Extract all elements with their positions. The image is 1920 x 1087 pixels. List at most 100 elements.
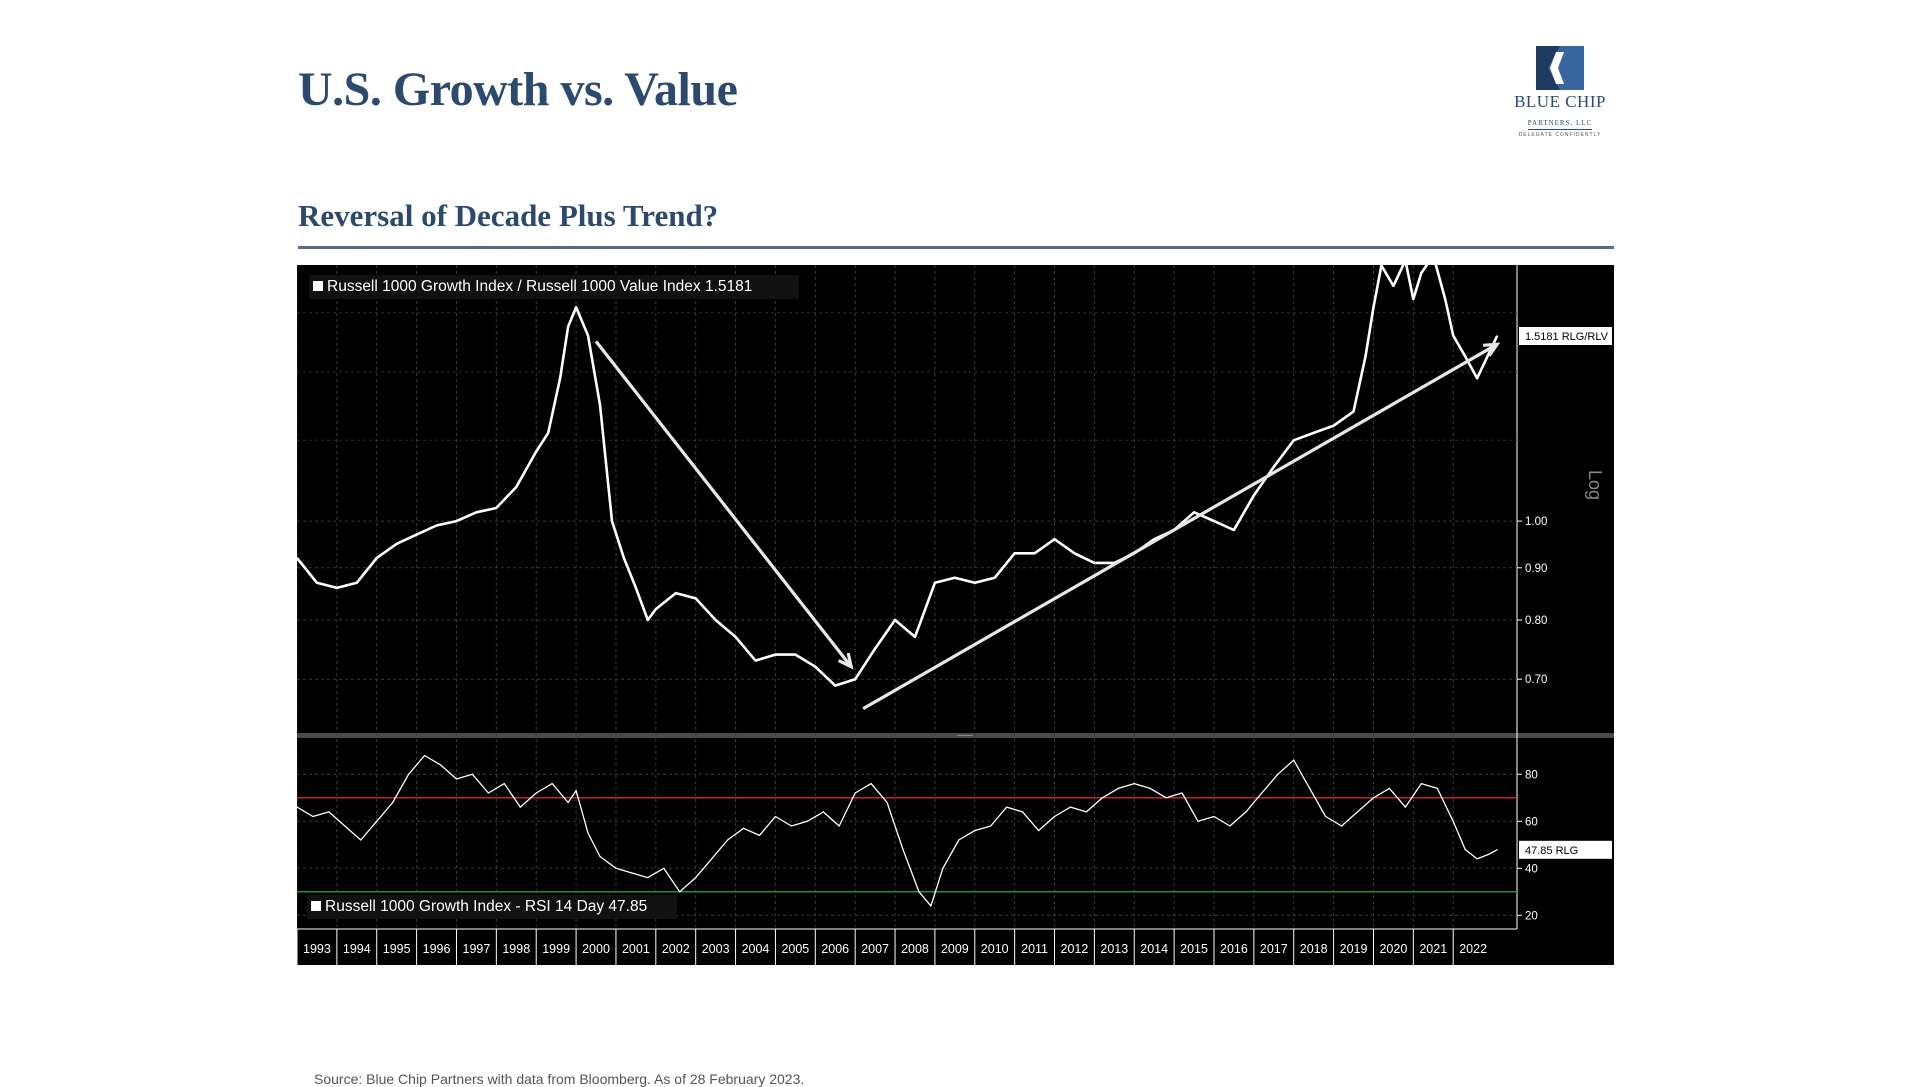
y-tick-label: 40: [1525, 863, 1538, 875]
x-tick-label: 1998: [502, 942, 530, 956]
ratio-data-point: [1364, 355, 1367, 358]
rsi-data-point: [535, 792, 537, 794]
legend-swatch: [313, 281, 323, 291]
rsi-data-point: [679, 891, 681, 893]
rsi-data-point: [790, 825, 792, 827]
x-tick-label: 1999: [542, 942, 570, 956]
ratio-data-point: [874, 647, 876, 650]
ratio-data-point: [714, 619, 717, 621]
logo-sub: PARTNERS, LLC: [1527, 119, 1593, 130]
rsi-data-point: [1069, 806, 1072, 808]
rsi-data-point: [587, 832, 589, 834]
rsi-data-point: [1053, 815, 1056, 818]
y-tick-label: 20: [1525, 910, 1538, 922]
ratio-data-point: [559, 377, 561, 380]
blue-chip-logo-icon: [1536, 46, 1584, 90]
x-tick-label: 2009: [941, 942, 969, 956]
rsi-data-point: [344, 825, 346, 827]
trend-arrow-head-1: [837, 652, 854, 670]
ratio-data-point: [954, 576, 956, 579]
ratio-data-point: [356, 582, 358, 584]
last-value-label-main: 1.5181 RLG/RLV: [1525, 331, 1609, 343]
ratio-data-point: [894, 619, 896, 621]
ratio-data-point: [587, 334, 589, 337]
rsi-data-point: [1133, 783, 1135, 785]
ratio-data-point: [674, 592, 677, 594]
ratio-data-point: [336, 587, 338, 589]
growth-vs-value-chart: 1993 1994 1995 1996 1997 1998 1999 2000 2001 2002…: [295, 254, 1614, 965]
ratio-data-point: [1452, 334, 1455, 337]
main-legend-label: Russell 1000 Growth Index / Russell 1000…: [327, 278, 752, 295]
ratio-data-point: [535, 450, 538, 453]
rsi-data-point: [663, 867, 665, 869]
x-tick-label: 1997: [463, 942, 491, 956]
trend-arrow-head-2: [1482, 342, 1501, 357]
ratio-data-point: [1412, 298, 1415, 300]
ratio-data-point: [694, 597, 697, 600]
ratio-data-point: [854, 678, 856, 680]
rsi-data-point: [822, 811, 824, 813]
rsi-data-point: [599, 855, 601, 858]
ratio-data-point: [316, 582, 318, 584]
rsi-data-point: [1229, 825, 1231, 827]
rsi-data-point: [575, 790, 577, 792]
ratio-data-point: [934, 582, 936, 584]
rsi-data-point: [902, 848, 904, 851]
rsi-data-point: [854, 792, 856, 794]
rsi-data-point: [886, 801, 888, 804]
ratio-data-point: [814, 665, 817, 668]
ratio-data-point: [575, 306, 577, 309]
ratio-data-point: [1312, 432, 1315, 434]
x-tick-label: 2017: [1260, 942, 1288, 956]
rsi-data-point: [1404, 806, 1406, 808]
rsi-data-point: [1340, 825, 1343, 827]
page-title: U.S. Growth vs. Value: [298, 63, 738, 116]
rsi-data-point: [942, 867, 944, 869]
x-tick-label: 2013: [1100, 942, 1128, 956]
rsi-data-point: [1261, 792, 1263, 794]
ratio-data-point: [734, 636, 737, 638]
ratio-series-line: [295, 254, 1499, 687]
ratio-data-point: [395, 543, 398, 545]
ratio-data-point: [296, 557, 298, 559]
rsi-data-point: [695, 877, 697, 879]
rsi-data-point: [1309, 787, 1311, 789]
rsi-data-point: [1420, 783, 1422, 785]
rsi-data-point: [1325, 815, 1327, 818]
ratio-data-point: [1233, 529, 1235, 531]
x-axis-band: [297, 929, 1614, 965]
ratio-data-point: [1292, 439, 1295, 442]
rsi-data-point: [296, 806, 298, 808]
rsi-data-point: [806, 820, 808, 822]
source-note: Source: Blue Chip Partners with data fro…: [314, 1071, 805, 1087]
x-tick-label: 2002: [662, 942, 690, 956]
ratio-data-point: [973, 582, 976, 584]
x-tick-label: 1995: [383, 942, 411, 956]
rsi-data-point: [1101, 797, 1103, 799]
ratio-data-point: [794, 653, 797, 656]
ratio-data-point: [547, 432, 549, 434]
rsi-data-point: [360, 839, 362, 841]
rsi-data-point: [392, 801, 394, 804]
pane-divider: [297, 733, 1614, 738]
rsi-data-point: [918, 891, 920, 893]
ratio-data-point: [1332, 424, 1335, 427]
rsi-data-point: [1149, 787, 1151, 789]
ratio-data-point: [375, 557, 378, 559]
x-tick-label: 2018: [1300, 942, 1328, 956]
x-tick-label: 1996: [423, 942, 451, 956]
ratio-data-point: [1372, 306, 1375, 309]
rsi-data-point: [1496, 849, 1498, 851]
y-tick-label: 0.70: [1525, 674, 1547, 686]
ratio-data-point: [1253, 494, 1255, 497]
x-tick-label: 2019: [1340, 942, 1368, 956]
rsi-data-point: [1293, 759, 1295, 761]
legend-swatch: [311, 901, 321, 911]
ratio-data-point: [567, 326, 569, 328]
trend-arrow-2: [862, 342, 1498, 711]
rsi-data-point: [758, 834, 761, 836]
rsi-data-point: [958, 839, 960, 841]
company-logo: BLUE CHIP PARTNERS, LLC DELEGATE CONFIDE…: [1510, 46, 1610, 138]
logo-name: BLUE CHIP: [1514, 92, 1606, 111]
page-subtitle: Reversal of Decade Plus Trend?: [298, 198, 719, 233]
